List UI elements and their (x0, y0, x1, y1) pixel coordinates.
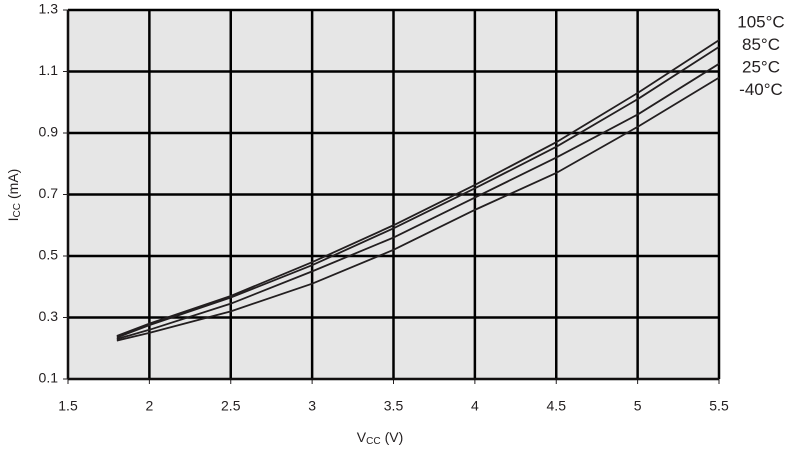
x-tick-label: 5.5 (709, 398, 729, 414)
series-name: -40°C (739, 80, 783, 99)
y-label-unit: (mA) (5, 169, 21, 199)
y-tick-label: 1.3 (39, 1, 59, 17)
series-name: 85°C (742, 35, 780, 54)
x-tick-label: 5 (634, 398, 642, 414)
y-tick-label: 0.1 (39, 370, 59, 386)
x-label-unit: (V) (385, 429, 404, 445)
series-name: 105°C (737, 12, 784, 31)
y-axis-label: ICC (mA) (5, 169, 23, 222)
x-axis-label: VCC (V) (357, 429, 403, 447)
y-tick-label: 0.5 (39, 247, 59, 263)
x-tick-label: 4.5 (547, 398, 567, 414)
series-line (116, 39, 720, 337)
x-tick-label: 4 (471, 398, 479, 414)
x-label-sub: CC (366, 436, 380, 447)
y-tick-label: 1.1 (39, 62, 59, 78)
y-label-main: I (5, 217, 21, 221)
x-tick-label: 2 (145, 398, 153, 414)
series-line (116, 46, 720, 339)
x-tick-label: 1.5 (58, 398, 78, 414)
x-tick-label: 3 (308, 398, 316, 414)
x-tick-label: 2.5 (221, 398, 241, 414)
x-tick-label: 3.5 (384, 398, 404, 414)
y-tick-label: 0.3 (39, 308, 59, 324)
series-name: 25°C (742, 57, 780, 76)
series-line (116, 63, 720, 340)
y-label-sub: CC (12, 203, 23, 217)
y-tick-label: 0.9 (39, 124, 59, 140)
series-line (116, 76, 720, 342)
x-label-main: V (357, 429, 367, 445)
y-tick-label: 0.7 (39, 185, 59, 201)
